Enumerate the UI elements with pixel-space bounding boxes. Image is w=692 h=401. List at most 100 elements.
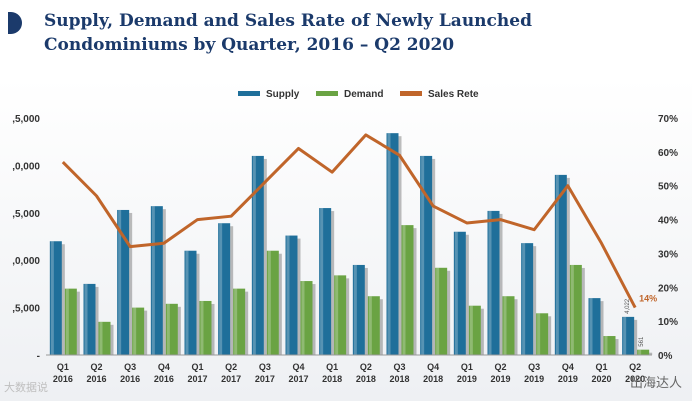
demand-bar-highlight bbox=[234, 288, 238, 355]
supply-bar-side bbox=[95, 286, 99, 355]
demand-bar-highlight bbox=[570, 264, 574, 355]
demand-bar-side bbox=[211, 303, 215, 355]
demand-bar bbox=[367, 296, 380, 355]
demand-bar-highlight bbox=[537, 313, 541, 355]
supply-bar-highlight bbox=[488, 210, 492, 355]
demand-bar-highlight bbox=[436, 267, 440, 355]
demand-bar bbox=[569, 264, 582, 355]
supply-bar-highlight bbox=[185, 250, 189, 355]
x-tick-label-year: 2017 bbox=[255, 374, 275, 384]
supply-bar bbox=[83, 283, 96, 355]
x-tick-label-year: 2017 bbox=[187, 374, 207, 384]
supply-bar bbox=[218, 223, 231, 355]
x-tick-label-year: 2019 bbox=[524, 374, 544, 384]
supply-bar-side bbox=[129, 212, 133, 355]
demand-bar-side bbox=[177, 306, 181, 355]
x-tick-label-quarter: Q3 bbox=[393, 362, 405, 372]
supply-bar bbox=[420, 155, 433, 355]
supply-bar bbox=[588, 298, 601, 355]
x-tick-label-year: 2017 bbox=[221, 374, 241, 384]
demand-bar bbox=[98, 321, 111, 355]
supply-bar-side bbox=[331, 211, 335, 355]
legend-swatch bbox=[238, 91, 260, 96]
y-tick-left: ,5,000 bbox=[12, 304, 40, 315]
supply-bar-highlight bbox=[118, 209, 122, 355]
demand-bar-highlight bbox=[604, 336, 608, 355]
chart-panel: ,5,000 ,0,000 ,5,000 ,0,000 ,5,000 - 70% 60% 50%… bbox=[0, 78, 692, 401]
demand-bar-highlight bbox=[368, 296, 372, 355]
bar-value-annotation: 561 bbox=[639, 336, 645, 347]
demand-bar-highlight bbox=[65, 288, 69, 355]
supply-bar-highlight bbox=[623, 316, 627, 355]
x-tick-label-year: 2020 bbox=[591, 374, 611, 384]
supply-bar-side bbox=[465, 234, 469, 355]
supply-bar-highlight bbox=[219, 223, 223, 355]
supply-bar bbox=[521, 243, 534, 355]
x-tick-label-year: 2016 bbox=[120, 374, 140, 384]
y-tick-right: 20% bbox=[658, 283, 678, 294]
supply-bar bbox=[386, 133, 399, 355]
x-tick-label-year: 2018 bbox=[389, 374, 409, 384]
demand-bar-highlight bbox=[503, 296, 507, 355]
legend-swatch bbox=[400, 91, 422, 96]
supply-bar-highlight bbox=[320, 208, 324, 355]
x-tick-label-year: 2018 bbox=[423, 374, 443, 384]
legend-swatch bbox=[316, 91, 338, 96]
x-tick-label-quarter: Q1 bbox=[461, 362, 473, 372]
supply-bar-highlight bbox=[252, 155, 256, 355]
supply-bar-side bbox=[162, 209, 166, 355]
x-tick-label-quarter: Q2 bbox=[494, 362, 506, 372]
demand-bar bbox=[502, 296, 515, 355]
y-tick-left: ,0,000 bbox=[12, 256, 40, 267]
x-tick-label-year: 2017 bbox=[288, 374, 308, 384]
supply-bar-highlight bbox=[522, 243, 526, 355]
x-tick-label-quarter: Q4 bbox=[427, 362, 439, 372]
x-tick-label-year: 2019 bbox=[558, 374, 578, 384]
legend-label: Sales Rete bbox=[428, 89, 479, 100]
demand-bar-side bbox=[447, 270, 451, 355]
supply-bar-side bbox=[196, 253, 200, 355]
supply-bar bbox=[117, 209, 130, 355]
legend-label: Demand bbox=[344, 89, 383, 100]
title-marker-icon bbox=[8, 12, 22, 34]
y-tick-right: 0% bbox=[658, 351, 673, 362]
supply-bar-side bbox=[533, 246, 537, 355]
x-tick-label-year: 2016 bbox=[53, 374, 73, 384]
x-tick-label-quarter: Q1 bbox=[57, 362, 69, 372]
chart-title-line-1: Supply, Demand and Sales Rate of Newly L… bbox=[44, 11, 532, 31]
demand-bar-side bbox=[480, 308, 484, 355]
demand-bar-highlight bbox=[267, 250, 271, 355]
supply-bar bbox=[453, 231, 466, 355]
x-tick-label-year: 2016 bbox=[86, 374, 106, 384]
demand-bar bbox=[132, 307, 145, 355]
demand-bar bbox=[435, 267, 448, 355]
chart: ,5,000 ,0,000 ,5,000 ,0,000 ,5,000 - 70% 60% 50%… bbox=[12, 89, 678, 384]
demand-bar bbox=[165, 303, 178, 355]
demand-bar-highlight bbox=[99, 321, 103, 355]
y-tick-left: ,5,000 bbox=[12, 209, 40, 220]
demand-bar-side bbox=[649, 352, 653, 355]
supply-bar bbox=[49, 241, 62, 355]
supply-bar-side bbox=[230, 226, 234, 355]
demand-bar-side bbox=[245, 291, 249, 355]
x-tick-label-quarter: Q1 bbox=[191, 362, 203, 372]
demand-bar bbox=[199, 300, 212, 355]
demand-bar bbox=[401, 225, 414, 355]
bar-value-annotation: 4,022 bbox=[625, 298, 631, 314]
supply-bar-side bbox=[566, 177, 570, 355]
y-tick-right: 70% bbox=[658, 114, 678, 125]
demand-bar bbox=[266, 250, 279, 355]
y-tick-left: ,5,000 bbox=[12, 114, 40, 125]
demand-bar-side bbox=[110, 324, 114, 355]
sales-rate-line bbox=[61, 133, 637, 309]
demand-bar-highlight bbox=[133, 307, 137, 355]
demand-bar bbox=[334, 275, 347, 355]
x-tick-label-year: 2018 bbox=[322, 374, 342, 384]
supply-bar bbox=[184, 250, 197, 355]
watermark-left: 大数据说 bbox=[4, 382, 48, 394]
y-tick-left: - bbox=[37, 351, 40, 362]
supply-bar-highlight bbox=[151, 206, 155, 355]
supply-bar bbox=[251, 155, 264, 355]
legend-label: Supply bbox=[266, 89, 300, 100]
